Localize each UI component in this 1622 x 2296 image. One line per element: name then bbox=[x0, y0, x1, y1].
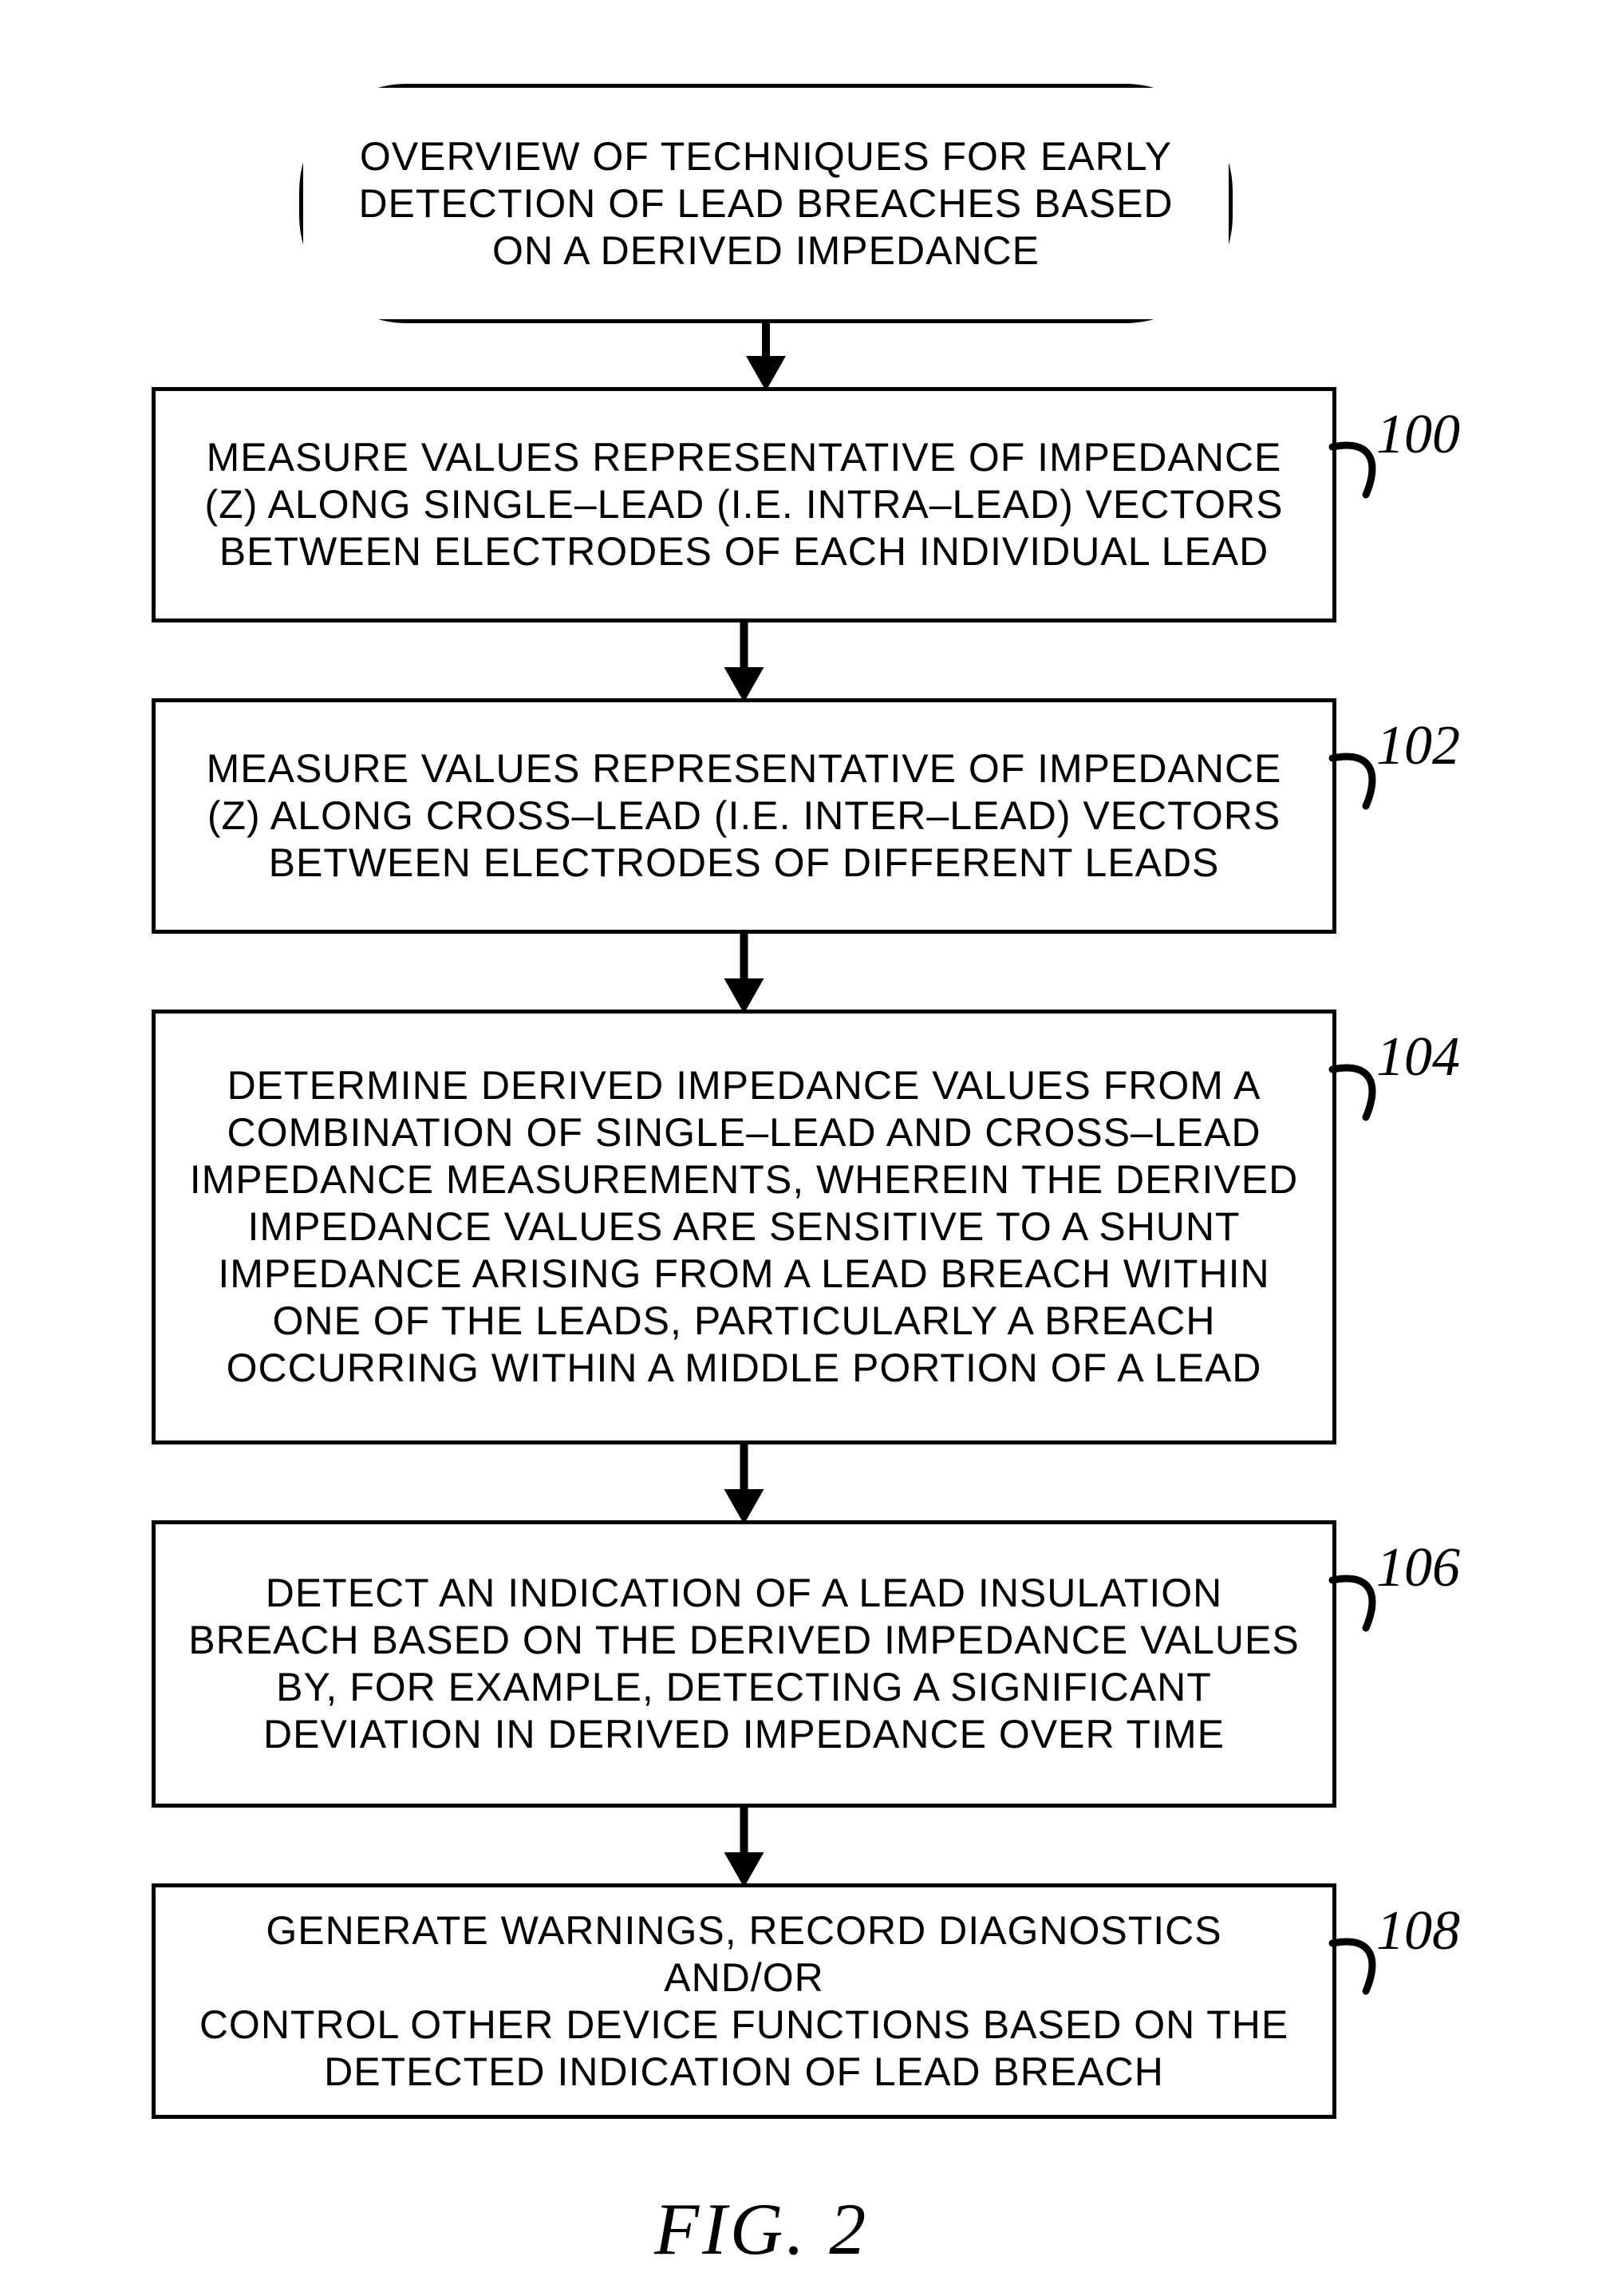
flow-node-b100: MEASURE VALUES REPRESENTATIVE OF IMPEDAN… bbox=[156, 391, 1332, 618]
flow-node-b104: DETERMINE DERIVED IMPEDANCE VALUES FROM … bbox=[156, 1014, 1332, 1440]
flow-node-text: OVERVIEW OF TECHNIQUES FOR EARLY DETECTI… bbox=[332, 133, 1200, 275]
flowchart-canvas: OVERVIEW OF TECHNIQUES FOR EARLY DETECTI… bbox=[0, 0, 1622, 2296]
flow-node-text: DETERMINE DERIVED IMPEDANCE VALUES FROM … bbox=[184, 1062, 1304, 1392]
callout-108: 108 bbox=[1376, 1899, 1460, 1963]
flow-node-b108: GENERATE WARNINGS, RECORD DIAGNOSTICS AN… bbox=[156, 1887, 1332, 2115]
figure-caption: FIG. 2 bbox=[654, 2187, 869, 2271]
flow-node-b106: DETECT AN INDICATION OF A LEAD INSULATIO… bbox=[156, 1524, 1332, 1804]
callout-106: 106 bbox=[1376, 1536, 1460, 1600]
flow-node-text: MEASURE VALUES REPRESENTATIVE OF IMPEDAN… bbox=[184, 434, 1304, 575]
flow-node-text: GENERATE WARNINGS, RECORD DIAGNOSTICS AN… bbox=[184, 1907, 1304, 2096]
flow-node-title: OVERVIEW OF TECHNIQUES FOR EARLY DETECTI… bbox=[303, 88, 1229, 319]
flow-node-text: DETECT AN INDICATION OF A LEAD INSULATIO… bbox=[184, 1570, 1304, 1758]
callout-100: 100 bbox=[1376, 403, 1460, 467]
flow-node-b102: MEASURE VALUES REPRESENTATIVE OF IMPEDAN… bbox=[156, 702, 1332, 930]
callout-102: 102 bbox=[1376, 714, 1460, 778]
flow-node-text: MEASURE VALUES REPRESENTATIVE OF IMPEDAN… bbox=[184, 745, 1304, 887]
callout-104: 104 bbox=[1376, 1025, 1460, 1089]
